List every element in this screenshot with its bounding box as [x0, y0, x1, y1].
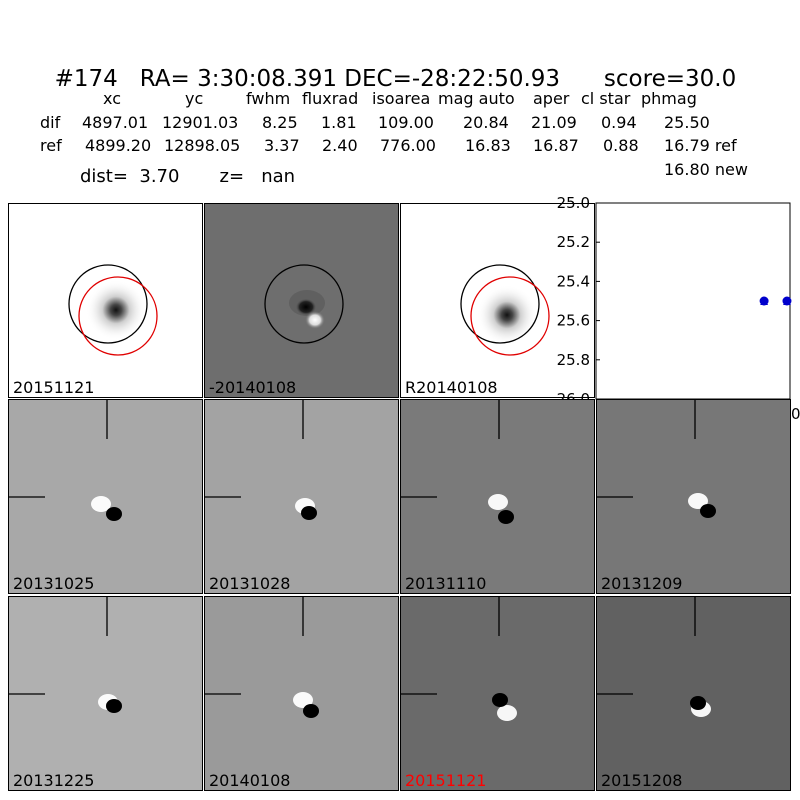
- stamp-panel: 20131209: [596, 399, 791, 594]
- panel-date-label: 20131028: [209, 574, 291, 593]
- y-tick-label: 25.8: [557, 351, 590, 369]
- dipole-negative: [106, 699, 122, 713]
- stamp-panel: 20151208: [596, 596, 791, 791]
- row-label-ref: ref: [40, 136, 62, 155]
- ref-yc: 12898.05: [164, 136, 241, 155]
- panel-date-label: 20140108: [209, 771, 291, 790]
- cutout-new-panel: 20151121: [8, 203, 203, 398]
- dipole-positive: [488, 494, 508, 510]
- stamp-image: [597, 597, 711, 717]
- data-point: [782, 296, 792, 306]
- ref-fluxrad: 2.40: [322, 136, 358, 155]
- page-title: #174 RA= 3:30:08.391 DEC=-28:22:50.93 sc…: [40, 40, 737, 92]
- stamp-image: [401, 400, 514, 524]
- header-xc: xc: [103, 89, 121, 108]
- plot-frame: [595, 202, 791, 400]
- dipole-negative: [700, 504, 716, 518]
- header-yc: yc: [185, 89, 204, 108]
- stamp-image: [205, 597, 319, 718]
- dif-fwhm: 8.25: [262, 113, 298, 132]
- ref-phmag: 16.79 ref: [664, 136, 737, 155]
- header-isoarea: isoarea: [372, 89, 431, 108]
- stamp-image: [9, 597, 122, 713]
- aperture-circle-red: [470, 276, 550, 356]
- stamp-image: [205, 400, 317, 520]
- score-value: score=30.0: [603, 66, 737, 92]
- dipole-negative: [492, 693, 508, 707]
- dif-xc: 4897.01: [82, 113, 149, 132]
- y-tick-label: 25.4: [557, 272, 590, 290]
- dif-aper: 21.09: [531, 113, 577, 132]
- dif-cl-star: 0.94: [601, 113, 637, 132]
- stamp-image: [401, 597, 517, 721]
- ref-fwhm: 3.37: [264, 136, 300, 155]
- dipole-negative: [106, 507, 122, 521]
- dipole-negative: [498, 510, 514, 524]
- stamp-panel: 20140108: [204, 596, 399, 791]
- dif-fluxrad: 1.81: [321, 113, 357, 132]
- dif-yc: 12901.03: [162, 113, 239, 132]
- aperture-circle-red: [78, 276, 158, 356]
- panel-date-label: 20131110: [405, 574, 487, 593]
- header-cl-star: cl star: [581, 89, 631, 108]
- dipole-negative: [303, 704, 319, 718]
- cutout-ref-panel: R20140108: [400, 203, 595, 398]
- row-label-dif: dif: [40, 113, 61, 132]
- data-point: [759, 296, 769, 306]
- dipole-positive: [293, 692, 313, 708]
- object-id: #174: [54, 66, 118, 92]
- ref-isoarea: 776.00: [380, 136, 436, 155]
- dipole-positive: [497, 705, 517, 721]
- aperture-circle-black: [460, 264, 540, 344]
- ref-mag-auto: 16.83: [465, 136, 511, 155]
- aperture-circle-black: [68, 264, 148, 344]
- new-phmag: 16.80 new: [664, 160, 748, 179]
- panel-date-label: 20131225: [13, 771, 95, 790]
- dipole-negative: [690, 696, 706, 710]
- header-fwhm: fwhm: [246, 89, 291, 108]
- panel-date-label: 20131209: [601, 574, 683, 593]
- dipole-positive: [688, 493, 708, 509]
- dif-isoarea: 109.00: [378, 113, 434, 132]
- panel-date-label: 20151121: [13, 378, 95, 397]
- dif-mag-auto: 20.84: [463, 113, 509, 132]
- cutout-diff-panel: -20140108: [204, 203, 399, 398]
- stamp-image: [9, 400, 122, 521]
- ref-aper: 16.87: [533, 136, 579, 155]
- header-phmag: phmag: [641, 89, 697, 108]
- panel-date-label: 20131025: [13, 574, 95, 593]
- ra-value: RA= 3:30:08.391: [139, 66, 337, 92]
- panel-date-label: -20140108: [209, 378, 297, 397]
- stamp-panel: 20131025: [8, 399, 203, 594]
- stamp-panel: 20151121: [400, 596, 595, 791]
- ref-cl-star: 0.88: [603, 136, 639, 155]
- y-tick-label: 25.6: [557, 312, 590, 330]
- dif-phmag: 25.50: [664, 113, 710, 132]
- aperture-circle-black: [264, 264, 344, 344]
- header-aper: aper: [533, 89, 570, 108]
- stamp-panel: 20131028: [204, 399, 399, 594]
- panel-date-label: R20140108: [405, 378, 498, 397]
- stamp-panel: 20131225: [8, 596, 203, 791]
- source-image: [68, 264, 158, 356]
- header-mag-auto: mag auto: [438, 89, 515, 108]
- reference-image: [460, 264, 550, 356]
- difference-image: [264, 264, 344, 344]
- panel-date-label: 20151208: [601, 771, 683, 790]
- dec-value: DEC=-28:22:50.93: [344, 66, 561, 92]
- panel-date-label: 20151121: [405, 771, 487, 790]
- dist-z-line: dist= 3.70 z= nan: [80, 166, 296, 187]
- stamp-image: [597, 400, 716, 518]
- y-tick-label: 25.0: [557, 194, 590, 212]
- ref-xc: 4899.20: [85, 136, 152, 155]
- dipole-positive: [91, 496, 111, 512]
- light-curve-plot: 25.025.225.425.625.826.0−120−100−80−60−4…: [557, 194, 800, 423]
- stamp-panel: 20131110: [400, 399, 595, 594]
- dipole-negative: [301, 506, 317, 520]
- y-tick-label: 25.2: [557, 233, 590, 251]
- header-fluxrad: fluxrad: [302, 89, 359, 108]
